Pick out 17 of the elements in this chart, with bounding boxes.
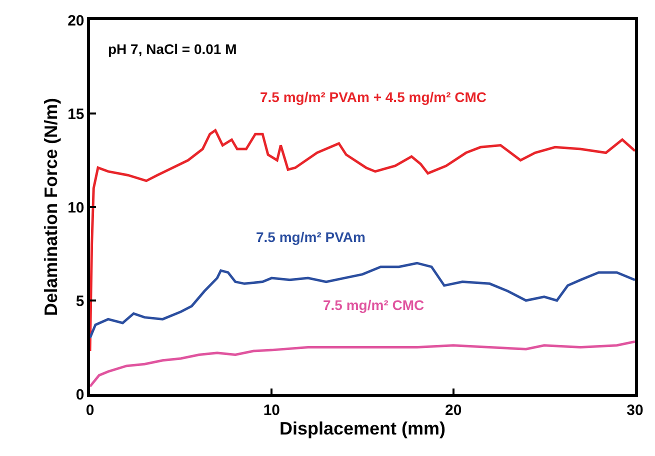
series-label: 7.5 mg/m² PVAm [256,229,366,245]
x-tick-label: 30 [626,402,644,419]
annotation: pH 7, NaCl = 0.01 M [108,41,237,57]
line-series [90,262,635,340]
y-tick-label: 15 [68,106,84,123]
line-series [90,340,635,388]
y-tick-label: 5 [76,292,84,310]
line-series [90,129,635,352]
y-tick-label: 0 [76,386,84,404]
x-axis-title: Displacement (mm) [279,418,446,439]
y-axis-title: Delamination Force (N/m) [40,98,61,316]
text: 7.5 mg/m² CMC [323,297,424,313]
text: 7.5 mg/m² PVAm + 4.5 mg/m² CMC [260,89,487,105]
x-tick-label: 10 [263,402,280,419]
x-tick-label: 20 [444,402,462,419]
y-tick-label: 20 [68,12,84,30]
y-tick-label: 10 [68,199,84,216]
